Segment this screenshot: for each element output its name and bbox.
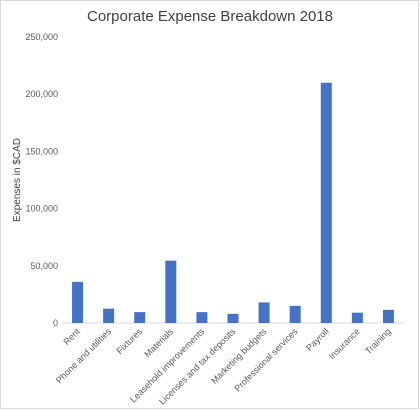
x-tick-label: Insurance [327, 326, 362, 361]
y-tick-label: 150,000 [25, 146, 58, 156]
bar-licenses-and-tax-deposits [227, 313, 239, 323]
x-tick-label: Rent [61, 326, 82, 347]
y-tick-label: 200,000 [25, 89, 58, 99]
bar-materials [165, 260, 177, 323]
x-tick-label: Marketing budgets [209, 326, 269, 386]
bar-leasehold-improvements [196, 312, 208, 323]
bar-professional-services [289, 305, 301, 323]
bar-marketing-budgets [258, 302, 270, 323]
x-tick-label: Payroll [304, 326, 331, 353]
chart-title: Corporate Expense Breakdown 2018 [87, 8, 333, 25]
y-tick-label: 0 [53, 318, 58, 328]
x-tick-label: Fixtures [114, 326, 144, 356]
bar-training [382, 309, 394, 323]
bars-group [72, 82, 394, 323]
y-tick-label: 100,000 [25, 204, 58, 214]
bar-fixtures [134, 312, 146, 323]
x-tick-label: Phone and utilities [54, 326, 113, 385]
bar-rent [72, 281, 84, 323]
bar-payroll [320, 82, 332, 323]
y-axis-ticks: 0 50,000 100,000 150,000 200,000 250,000 [25, 32, 58, 328]
x-tick-label: Professional services [232, 326, 300, 394]
bar-insurance [351, 312, 363, 323]
y-tick-label: 250,000 [25, 32, 58, 42]
x-tick-label: Training [363, 326, 393, 356]
bar-phone-and-utilities [103, 308, 115, 323]
y-tick-label: 50,000 [30, 261, 58, 271]
y-axis-label: Expenses in $CAD [12, 138, 23, 222]
